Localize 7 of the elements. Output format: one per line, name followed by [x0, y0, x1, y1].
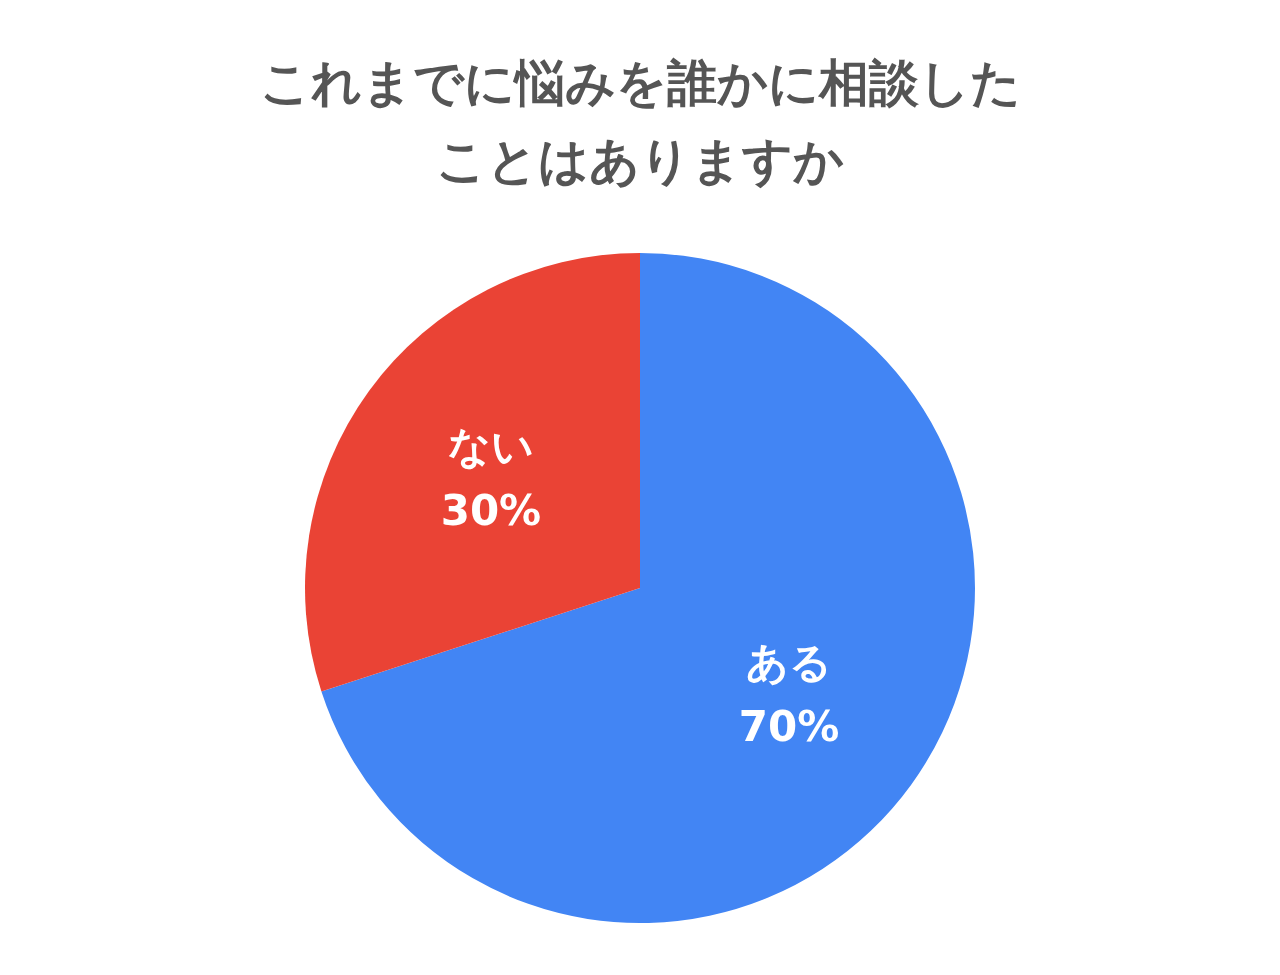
pie-slice	[321, 253, 975, 923]
pie-slice	[305, 253, 640, 692]
slice-label: ある	[746, 638, 833, 688]
data-label: 30%	[440, 485, 542, 535]
chart-title: これまでに悩みを誰かに相談したことはありますか	[259, 54, 1021, 190]
slice-label: ない	[447, 421, 534, 471]
data-label: 70%	[738, 702, 840, 752]
